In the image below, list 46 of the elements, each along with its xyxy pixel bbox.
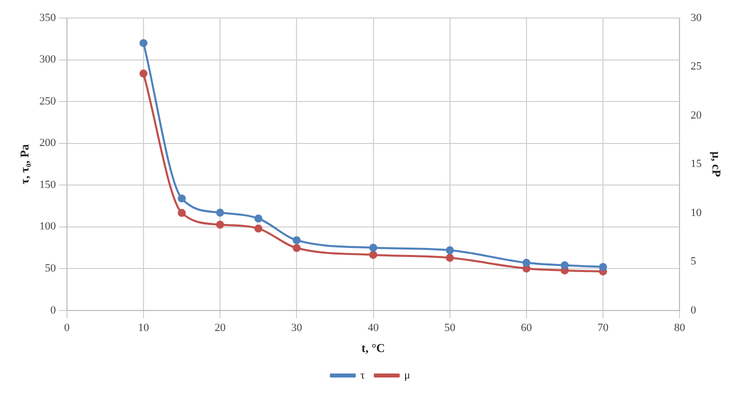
point — [599, 262, 608, 271]
y-tick-label: 150 — [39, 178, 56, 191]
y2-tick-label: 5 — [690, 256, 697, 268]
x-tick-label: 80 — [674, 322, 686, 334]
point — [216, 220, 224, 229]
y2-tick-label: 20 — [690, 109, 702, 122]
x-axis-title: t, °C — [362, 340, 385, 355]
point — [292, 236, 301, 244]
point — [446, 246, 454, 254]
point — [254, 224, 262, 233]
point — [178, 208, 186, 217]
y-tick-label: 300 — [39, 54, 56, 66]
y-tick-label: 50 — [44, 262, 56, 275]
x-tick-label: 60 — [520, 322, 532, 334]
x-tick-label: 10 — [138, 322, 150, 334]
point — [522, 258, 530, 267]
point — [139, 70, 148, 78]
x-tick-label: 30 — [291, 322, 303, 334]
y-tick-label: 350 — [39, 12, 56, 24]
point — [560, 261, 569, 270]
point — [178, 194, 186, 202]
point — [446, 254, 454, 262]
legend-label: τ — [360, 369, 366, 382]
point — [216, 208, 224, 217]
point — [369, 244, 378, 252]
y-axis-title: τ, τ₀, Pa — [17, 144, 32, 184]
y2-tick-label: 0 — [690, 304, 697, 316]
x-tick-label: 40 — [368, 322, 380, 334]
y2-axis-title: μ, cP — [710, 151, 724, 177]
x-tick-label: 50 — [444, 322, 456, 334]
y-tick-label: 100 — [39, 220, 56, 233]
point — [369, 250, 378, 259]
point — [292, 244, 301, 252]
y-tick-label: 250 — [39, 95, 56, 108]
x-tick-label: 70 — [598, 322, 610, 334]
x-tick-label: 20 — [214, 322, 226, 334]
y2-tick-label: 10 — [690, 206, 702, 219]
point — [139, 39, 148, 48]
y2-tick-label: 15 — [690, 158, 702, 170]
point — [254, 214, 262, 223]
y2-tick-label: 30 — [690, 12, 702, 24]
y2-tick-label: 25 — [690, 60, 702, 73]
y-tick-label: 200 — [39, 137, 56, 150]
legend-label: μ — [404, 369, 410, 382]
y-tick-label: 0 — [50, 304, 56, 316]
x-tick-label: 0 — [64, 322, 70, 334]
